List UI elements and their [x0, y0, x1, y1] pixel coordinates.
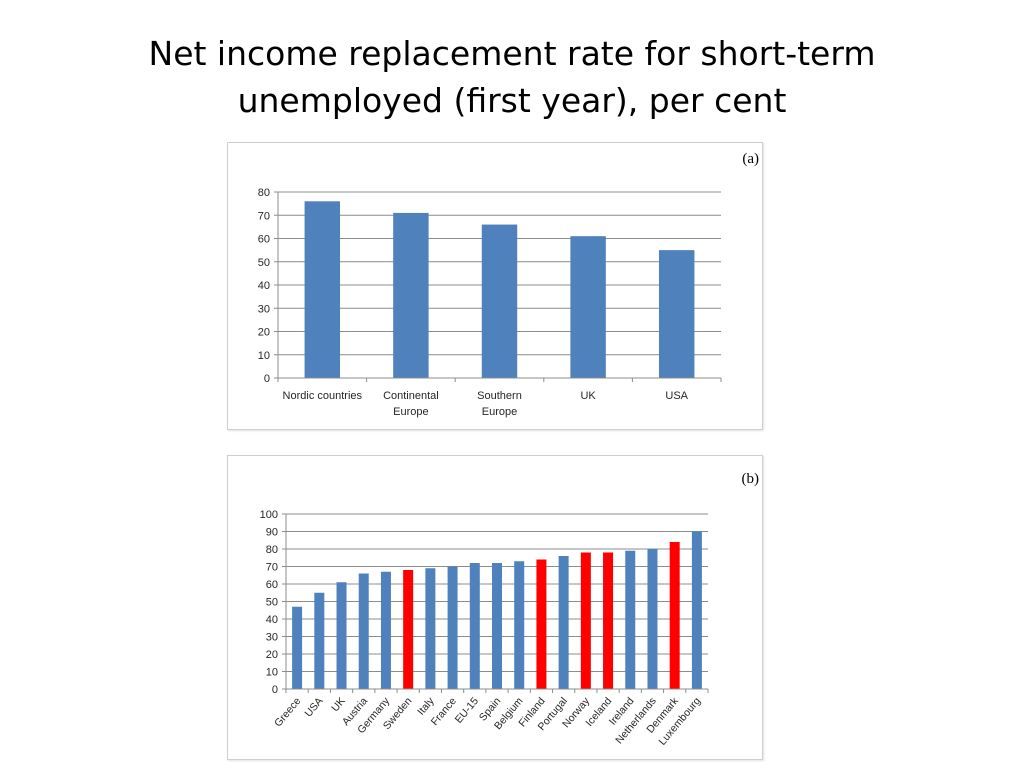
x-tick-label: USA	[665, 390, 688, 402]
bar	[380, 571, 391, 689]
bar	[336, 582, 347, 689]
x-tick-label: Europe	[393, 406, 428, 418]
y-tick-label: 10	[258, 350, 270, 362]
bar	[570, 236, 606, 378]
x-tick-label: UK	[580, 390, 596, 402]
chart-a-svg: (a) 0 10 20 30 40 50 60 70 80 Nordic countries Cont…	[258, 151, 759, 418]
bar	[314, 592, 325, 689]
panel-label: (b)	[742, 471, 760, 487]
bar	[492, 563, 502, 689]
x-tick-label: USA	[303, 695, 326, 719]
y-tick-label: 70	[266, 562, 278, 574]
y-tick-label: 40	[266, 614, 278, 626]
bar	[658, 250, 695, 378]
chart-panel-b: (b) 0 10 20 30 40 50 60 70 80 90 100 Greece USA UK Aust…	[227, 455, 763, 760]
y-tick-label: 0	[272, 684, 278, 696]
x-tick-label: Southern	[477, 390, 522, 402]
x-tick-label: Greece	[272, 695, 303, 729]
y-tick-label: 20	[258, 327, 270, 339]
x-tick-label: UK	[329, 695, 348, 714]
x-tick-label: Continental	[383, 390, 439, 402]
y-tick-label: 40	[258, 280, 270, 292]
y-tick-label: 100	[260, 509, 278, 521]
y-tick-label: 0	[264, 373, 270, 385]
bar	[292, 606, 303, 689]
bar	[647, 549, 658, 689]
bar	[536, 559, 547, 689]
bar	[669, 542, 680, 689]
y-tick-label: 60	[266, 579, 278, 591]
bar	[691, 531, 702, 689]
panel-label: (a)	[742, 151, 759, 167]
y-tick-label: 30	[266, 632, 278, 644]
x-tick-label: Europe	[482, 406, 517, 418]
y-tick-label: 90	[266, 527, 278, 539]
slide-title: Net income replacement rate for short-te…	[112, 30, 912, 124]
y-tick-label: 80	[266, 544, 278, 556]
y-tick-label: 80	[258, 187, 270, 199]
bar	[580, 552, 591, 689]
bar	[514, 561, 525, 689]
y-tick-label: 20	[266, 649, 278, 661]
bar	[625, 550, 636, 689]
bar	[393, 212, 429, 378]
y-tick-label: 50	[258, 257, 270, 269]
bar	[358, 573, 369, 689]
bar	[481, 224, 518, 378]
slide-title-line-1: Net income replacement rate for short-te…	[148, 34, 876, 73]
slide-title-line-2: unemployed (first year), per cent	[237, 81, 787, 120]
bar	[469, 563, 480, 689]
y-tick-label: 60	[258, 234, 270, 246]
y-tick-label: 50	[266, 597, 278, 609]
bar	[425, 568, 436, 689]
y-tick-label: 30	[258, 303, 270, 315]
chart-panel-a: (a) 0 10 20 30 40 50 60 70 80 Nordic countries Cont…	[227, 142, 763, 430]
bar	[403, 570, 414, 689]
bar	[447, 566, 458, 689]
bar	[558, 556, 569, 689]
y-tick-label: 10	[266, 667, 278, 679]
y-tick-label: 70	[258, 210, 270, 222]
bar	[304, 201, 341, 378]
x-tick-label: Nordic countries	[283, 390, 363, 402]
bar	[603, 552, 614, 689]
x-tick-label: EU-15	[453, 695, 481, 726]
